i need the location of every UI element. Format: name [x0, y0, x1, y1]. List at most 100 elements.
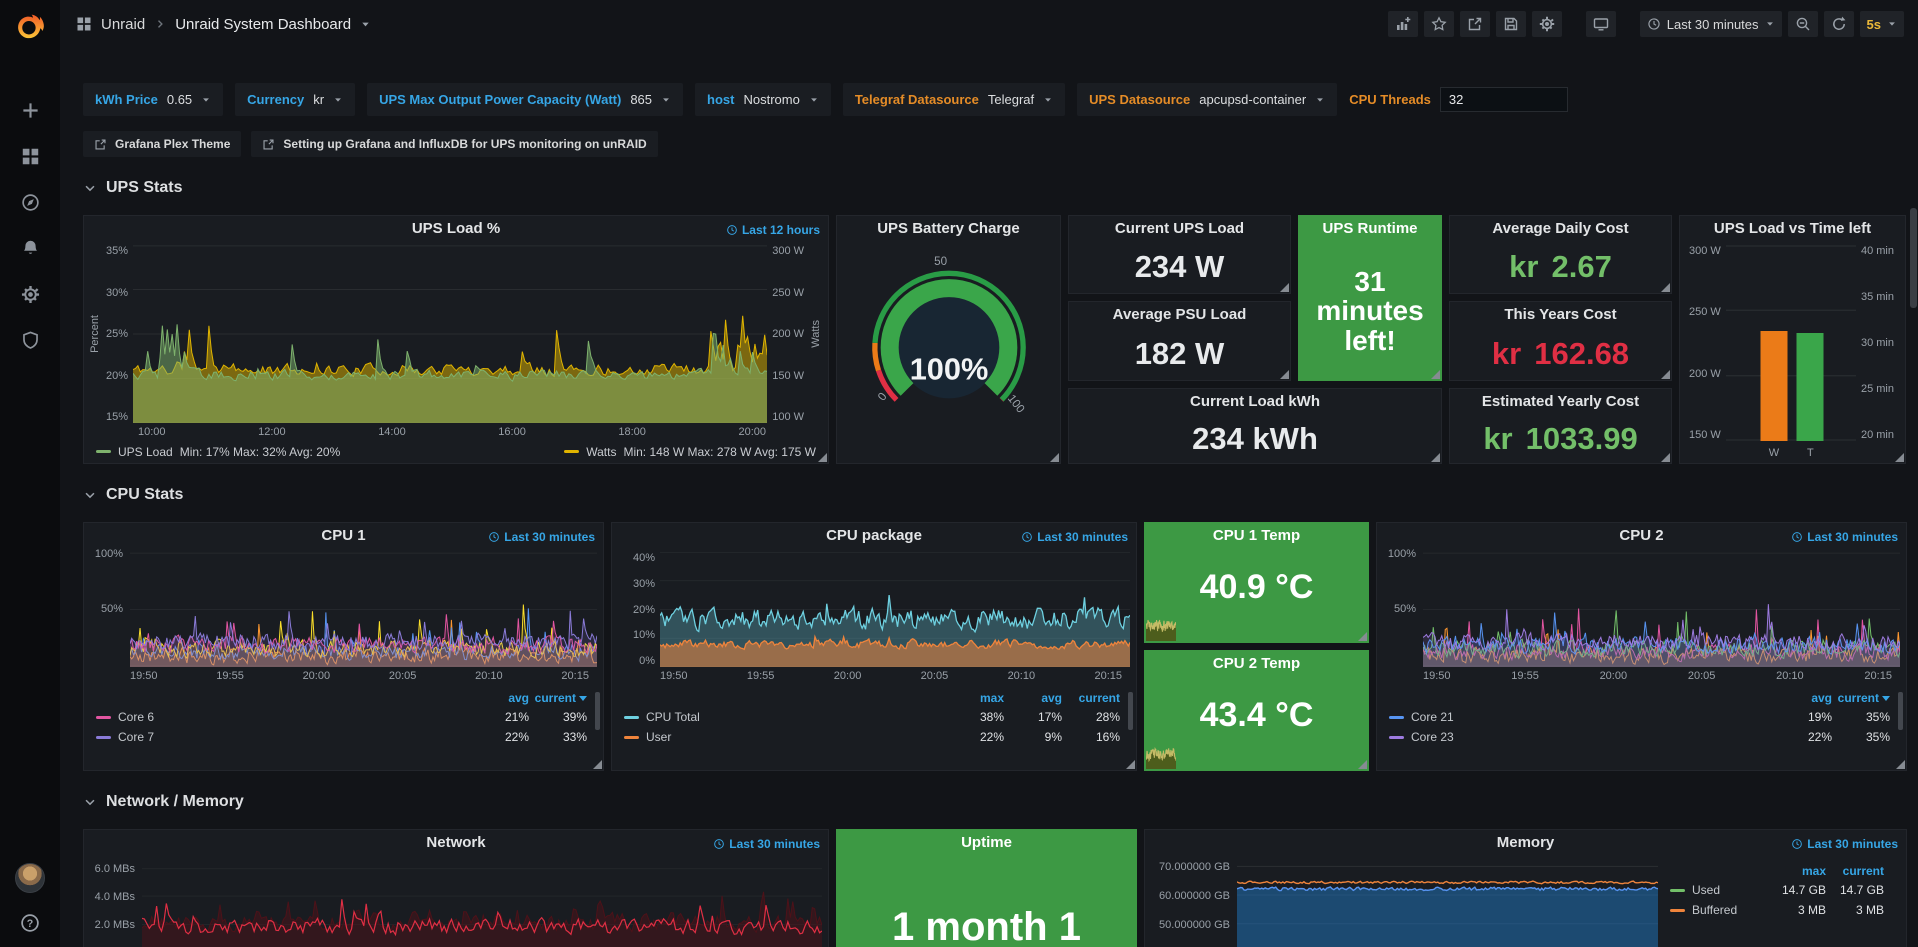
- network-chart[interactable]: [142, 859, 822, 947]
- legend-scrollbar[interactable]: [1898, 692, 1903, 730]
- refresh-button[interactable]: [1823, 11, 1854, 37]
- panel-title[interactable]: UPS Load %: [411, 220, 501, 237]
- stat-value: 234 W: [1134, 249, 1225, 285]
- caret-down-icon: [1315, 95, 1325, 105]
- caret-down-icon: [1887, 19, 1897, 29]
- variable-currency[interactable]: Currency kr: [235, 83, 356, 116]
- panel-time-override: Last 12 hours: [726, 223, 820, 237]
- refresh-interval-picker[interactable]: 5s: [1859, 11, 1904, 37]
- create-plus-icon[interactable]: [21, 101, 40, 120]
- cpu-package-chart[interactable]: [660, 552, 1130, 667]
- dashboard-grid-icon[interactable]: [76, 16, 92, 32]
- chart-legend: UPS Load Min: 17% Max: 32% Avg: 20% Watt…: [84, 440, 828, 463]
- scrollbar-thumb[interactable]: [1910, 208, 1917, 308]
- breadcrumb-org[interactable]: Unraid: [101, 15, 146, 33]
- ups-load-chart[interactable]: [133, 245, 768, 423]
- stat-value: 43.4 °C: [1199, 695, 1314, 734]
- cycle-view-mode-button[interactable]: [1585, 11, 1616, 37]
- cpu1-chart[interactable]: [130, 552, 597, 667]
- panel-time-override: Last 30 minutes: [488, 530, 595, 544]
- link-ups-monitoring-guide[interactable]: Setting up Grafana and InfluxDB for UPS …: [251, 131, 658, 157]
- legend-scrollbar[interactable]: [595, 692, 600, 730]
- share-dashboard-button[interactable]: [1459, 11, 1490, 37]
- star-dashboard-button[interactable]: [1423, 11, 1454, 37]
- section-ups-stats[interactable]: UPS Stats: [83, 175, 1918, 201]
- section-cpu-stats[interactable]: CPU Stats: [83, 482, 1918, 508]
- y-axis-ticks-left: 35% 30% 25% 20% 15%: [106, 245, 129, 423]
- gauge-tick-50: 50: [934, 255, 947, 268]
- breadcrumb-dashboard-title[interactable]: Unraid System Dashboard: [175, 15, 352, 33]
- grafana-logo[interactable]: [13, 10, 47, 49]
- legend-row-core6[interactable]: Core 6 21% 39%: [96, 707, 587, 727]
- x-axis-ticks: 19:50 19:55 20:00 20:05 20:10 20:15: [130, 669, 589, 682]
- series-marker: [1670, 908, 1685, 912]
- battery-gauge[interactable]: 0 50 100 100%: [837, 242, 1060, 463]
- bar-time-left[interactable]: [1796, 333, 1824, 441]
- panel-title[interactable]: UPS Battery Charge: [877, 220, 1020, 237]
- variable-host[interactable]: host Nostromo: [695, 83, 831, 116]
- page-scrollbar[interactable]: [1910, 48, 1917, 947]
- stat-value: 31 minutes left!: [1316, 265, 1424, 356]
- series-marker: [624, 715, 639, 719]
- panel-cpu-1: CPU 1 Last 30 minutes 100% 50% 19:50 19:55…: [83, 522, 604, 771]
- legend-row-cpu-total[interactable]: CPU Total 38% 17% 28%: [624, 707, 1120, 727]
- legend-row-user[interactable]: User 22% 9% 16%: [624, 727, 1120, 747]
- dashboards-icon[interactable]: [21, 147, 40, 166]
- help-icon[interactable]: [20, 913, 40, 933]
- zoom-out-time-button[interactable]: [1787, 11, 1818, 37]
- admin-shield-icon[interactable]: [21, 331, 40, 350]
- panel-memory: Memory Last 30 minutes 70.000000 GB 60.0…: [1144, 829, 1907, 947]
- stat-value: kr 162.68: [1491, 335, 1630, 371]
- configuration-gear-icon[interactable]: [21, 285, 40, 304]
- legend-item-ups-load[interactable]: UPS Load Min: 17% Max: 32% Avg: 20%: [96, 445, 340, 459]
- panel-time-override: Last 30 minutes: [1021, 530, 1128, 544]
- y-axis-ticks: 6.0 MBs 4.0 MBs 2.0 MBs: [94, 863, 135, 931]
- memory-chart[interactable]: [1237, 859, 1658, 947]
- panel-current-ups-load: Current UPS Load 234 W: [1068, 215, 1291, 294]
- panel-time-override: Last 30 minutes: [713, 837, 820, 851]
- external-link-icon: [262, 138, 275, 151]
- stat-value: 1 month 1: [892, 905, 1081, 947]
- variable-telegraf-datasource[interactable]: Telegraf Datasource Telegraf: [842, 83, 1066, 116]
- panel-ups-load-percent: UPS Load % Last 12 hours Percent 35% 30% 2…: [83, 215, 829, 464]
- chevron-down-icon: [83, 488, 97, 502]
- legend-row-core21[interactable]: Core 21 19% 35%: [1389, 707, 1890, 727]
- legend-table: avg current Core 21 19% 35% Core 23 22% …: [1377, 684, 1906, 770]
- section-network-memory[interactable]: Network / Memory: [83, 789, 1918, 815]
- series-marker: [96, 450, 111, 453]
- panel-ups-battery-charge: UPS Battery Charge 0 50 100 100%: [836, 215, 1061, 464]
- cpu2-chart[interactable]: [1423, 552, 1900, 667]
- variable-ups-max-output[interactable]: UPS Max Output Power Capacity (Watt) 865: [367, 83, 684, 116]
- time-range-label: Last 30 minutes: [1666, 16, 1759, 32]
- variable-cpu-threads: CPU Threads 32: [1349, 78, 1580, 121]
- bar-watts[interactable]: [1760, 331, 1788, 441]
- legend-table: avg current Core 6 21% 39% Core 7 22% 33…: [84, 684, 603, 770]
- time-range-picker[interactable]: Last 30 minutes: [1639, 11, 1782, 37]
- stat-value: kr 1033.99: [1483, 420, 1638, 456]
- legend-scrollbar[interactable]: [1128, 692, 1133, 730]
- alerting-bell-icon[interactable]: [21, 239, 40, 258]
- stat-value: 234 kWh: [1192, 420, 1318, 456]
- clock-icon: [726, 224, 738, 236]
- save-dashboard-button[interactable]: [1495, 11, 1526, 37]
- stat-value: 40.9 °C: [1199, 567, 1314, 606]
- add-panel-button[interactable]: [1387, 11, 1418, 37]
- legend-row-buffered[interactable]: Buffered 3 MB 3 MB: [1670, 900, 1884, 920]
- link-grafana-plex-theme[interactable]: Grafana Plex Theme: [83, 131, 242, 157]
- legend-row-used[interactable]: Used 14.7 GB 14.7 GB: [1670, 880, 1884, 900]
- load-vs-time-bar-chart[interactable]: W T: [1725, 245, 1856, 459]
- panel-time-override: Last 30 minutes: [1791, 530, 1898, 544]
- caret-down-icon[interactable]: [360, 19, 371, 30]
- legend-item-watts[interactable]: Watts Min: 148 W Max: 278 W Avg: 175 W: [564, 445, 816, 459]
- panel-cpu1-temp: CPU 1 Temp 40.9 °C: [1144, 522, 1369, 643]
- legend-row-core7[interactable]: Core 7 22% 33%: [96, 727, 587, 747]
- explore-compass-icon[interactable]: [21, 193, 40, 212]
- user-avatar[interactable]: [15, 863, 45, 893]
- legend-table: max current Used 14.7 GB 14.7 GB Buffere…: [1658, 859, 1900, 947]
- variable-ups-datasource[interactable]: UPS Datasource apcupsd-container: [1077, 83, 1338, 116]
- sparkline: [1146, 611, 1176, 641]
- variable-kwh-price[interactable]: kWh Price 0.65: [83, 83, 224, 116]
- legend-row-core23[interactable]: Core 23 22% 35%: [1389, 727, 1890, 747]
- dashboard-settings-button[interactable]: [1531, 11, 1562, 37]
- cpu-threads-input[interactable]: 32: [1439, 87, 1568, 112]
